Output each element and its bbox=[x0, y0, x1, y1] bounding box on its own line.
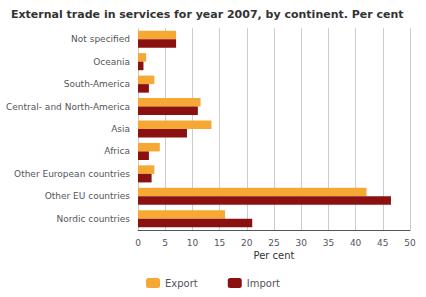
svg-text:20: 20 bbox=[241, 238, 253, 248]
svg-text:Import: Import bbox=[247, 278, 280, 289]
svg-text:Nordic countries: Nordic countries bbox=[56, 214, 130, 224]
svg-text:Asia: Asia bbox=[111, 124, 130, 134]
svg-text:30: 30 bbox=[295, 238, 307, 248]
svg-text:50: 50 bbox=[404, 238, 416, 248]
svg-text:Not specified: Not specified bbox=[71, 34, 130, 44]
svg-text:10: 10 bbox=[187, 238, 199, 248]
svg-text:40: 40 bbox=[350, 238, 362, 248]
svg-text:External trade in services for: External trade in services for year 2007… bbox=[11, 8, 404, 21]
svg-text:Africa: Africa bbox=[104, 146, 130, 156]
svg-text:Oceania: Oceania bbox=[93, 57, 130, 67]
svg-text:Other EU countries: Other EU countries bbox=[45, 191, 131, 201]
svg-text:35: 35 bbox=[323, 238, 334, 248]
svg-text:15: 15 bbox=[214, 238, 225, 248]
svg-text:Per cent: Per cent bbox=[253, 250, 294, 261]
svg-text:Other European countries: Other European countries bbox=[14, 169, 130, 179]
svg-text:Central- and North-America: Central- and North-America bbox=[6, 102, 130, 112]
svg-text:25: 25 bbox=[268, 238, 279, 248]
svg-text:0: 0 bbox=[135, 238, 141, 248]
svg-text:Export: Export bbox=[165, 278, 198, 289]
svg-text:45: 45 bbox=[377, 238, 388, 248]
svg-text:5: 5 bbox=[162, 238, 168, 248]
svg-text:South-America: South-America bbox=[64, 79, 130, 89]
